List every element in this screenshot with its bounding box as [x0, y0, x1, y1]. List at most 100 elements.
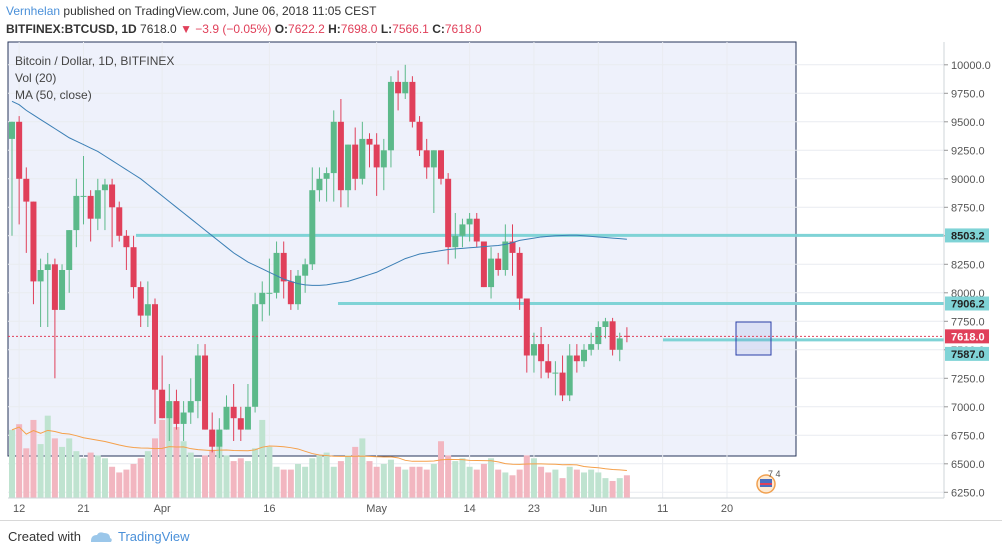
x-tick-label: 20: [721, 503, 733, 515]
volume-bar: [509, 475, 516, 498]
volume-bar: [194, 458, 201, 498]
x-tick-label: Apr: [154, 503, 171, 515]
candle-body: [588, 344, 595, 350]
price-labels: 8503.2 7906.2 7618.0 7587.0: [945, 228, 989, 361]
open-value: 7622.2: [288, 22, 325, 36]
price-label-box: [945, 346, 989, 361]
high-label: H:: [328, 22, 341, 36]
volume-bar: [130, 463, 137, 498]
volume-bar: [87, 452, 94, 498]
low-label: L:: [380, 22, 393, 36]
y-tick-label: 7750.0: [951, 316, 985, 328]
candle-body: [459, 224, 466, 236]
y-tick-label: 9750.0: [951, 88, 985, 100]
volume-bar: [230, 461, 237, 498]
volume-bar: [502, 472, 509, 498]
published-text: published on TradingView.com, June 06, 2…: [63, 4, 377, 18]
volume-bar: [380, 463, 387, 498]
volume-bar: [16, 424, 23, 498]
close-label: C:: [432, 22, 445, 36]
candle-body: [445, 178, 452, 248]
volume-bar: [223, 455, 230, 498]
y-tick-label: 8750.0: [951, 202, 985, 214]
price-label-text: 7587.0: [951, 349, 985, 361]
candle-body: [259, 292, 266, 305]
volume-bar: [459, 458, 466, 498]
candle-body: [380, 150, 387, 168]
candle-body: [302, 264, 309, 276]
candle-body: [194, 355, 201, 402]
volume-bar: [588, 469, 595, 498]
candle-body: [581, 349, 587, 362]
candle-body: [530, 344, 537, 356]
candle-body: [101, 184, 108, 191]
candle-body: [273, 252, 280, 293]
candle-body: [16, 121, 23, 179]
legend-ma[interactable]: MA (50, close): [15, 88, 92, 102]
price-label-box: [945, 296, 989, 311]
candle-body: [295, 275, 301, 305]
legend-volume[interactable]: Vol (20): [15, 71, 57, 85]
candle-body: [623, 335, 630, 337]
volume-bar: [573, 469, 580, 498]
candle-body: [502, 241, 509, 270]
candle-body: [330, 121, 337, 174]
volume-bar: [323, 452, 330, 498]
candle-body: [509, 241, 516, 253]
volume-bar: [516, 469, 523, 498]
candle-body: [545, 361, 552, 373]
event-count: 7 4: [768, 469, 781, 479]
y-tick-label: 9000.0: [951, 174, 985, 186]
volume-bar: [623, 475, 630, 498]
volume-bar: [352, 446, 359, 498]
candle-body: [252, 304, 259, 407]
volume-bar: [295, 463, 301, 498]
y-tick-label: 8250.0: [951, 259, 985, 271]
volume-bar: [173, 427, 180, 498]
horizontal-lines: [136, 233, 944, 342]
volume-bar: [51, 438, 58, 498]
x-tick-label: 14: [463, 503, 475, 515]
candle-body: [523, 298, 530, 356]
volume-bar: [473, 469, 480, 498]
event-flag-icon[interactable]: [756, 474, 776, 494]
candle-body: [159, 389, 166, 419]
volume-bar: [180, 441, 187, 498]
candle-body: [209, 429, 216, 447]
candle-body: [452, 235, 459, 248]
volume-bar: [409, 466, 416, 498]
volume-bar: [137, 458, 144, 498]
candle-body: [244, 406, 251, 430]
volume-bar: [480, 463, 487, 498]
ma50-line: [11, 100, 627, 286]
y-tick-label: 7000.0: [951, 402, 985, 414]
time-axis[interactable]: 12 21 Apr 16 May 14 23 Jun 11 20: [13, 503, 733, 515]
volume-bar: [530, 458, 537, 498]
volume-bar: [159, 419, 166, 498]
candle-body: [23, 178, 30, 202]
price-change: −3.9 (−0.05%): [195, 22, 272, 36]
volume-bar: [438, 441, 444, 498]
volume-bar: [452, 461, 459, 498]
tradingview-logo-icon: [91, 532, 112, 542]
candle-body: [402, 81, 409, 94]
author-link[interactable]: Vernhelan: [6, 4, 61, 18]
candle-body: [352, 144, 359, 179]
moving-averages: [11, 100, 627, 286]
candle-body: [280, 252, 287, 282]
volume-bar: [488, 458, 495, 498]
volume-bar: [123, 469, 130, 498]
highlight-box[interactable]: [735, 321, 772, 356]
candle-body: [516, 252, 523, 299]
volume-bars: [9, 412, 630, 498]
volume-bar: [80, 458, 87, 498]
candle-body: [480, 241, 487, 288]
candle-body: [202, 355, 209, 430]
candle-body: [323, 173, 330, 179]
volume-bar: [523, 455, 530, 498]
tradingview-link[interactable]: TradingView: [118, 529, 190, 544]
symbol-name: BITFINEX:BTCUSD, 1D: [6, 22, 137, 36]
candle-body: [116, 207, 123, 236]
candle-body: [166, 401, 173, 419]
